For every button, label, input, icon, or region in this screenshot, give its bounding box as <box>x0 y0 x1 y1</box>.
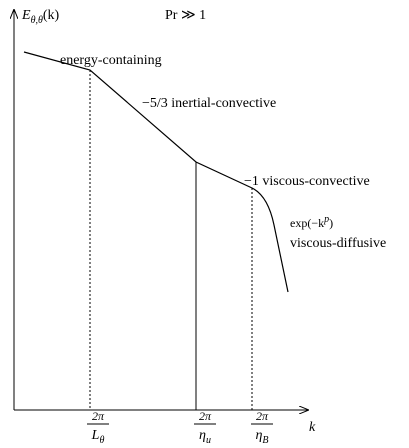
marker-denominator: ηu <box>199 428 211 446</box>
marker-symbol: η <box>199 428 206 443</box>
region-label: energy-containing <box>60 53 162 68</box>
marker-numerator: 2π <box>92 409 105 423</box>
marker-subscript: u <box>206 435 211 446</box>
marker-subscript: θ <box>99 435 104 446</box>
marker-symbol: L <box>91 428 100 443</box>
region-label: −5/3 inertial-convective <box>142 96 276 111</box>
marker-numerator: 2π <box>199 409 212 423</box>
region-formula: exp(−kp) <box>290 214 333 230</box>
marker-subscript: B <box>262 435 268 446</box>
x-axis-label: k <box>309 420 316 435</box>
region-label: viscous-diffusive <box>290 236 386 251</box>
marker-symbol: η <box>255 428 262 443</box>
marker-numerator: 2π <box>256 409 269 423</box>
title: Pr ≫ 1 <box>165 8 206 23</box>
y-axis-label: Eθ,θ(k) <box>21 8 60 26</box>
marker-denominator: ηB <box>255 428 268 446</box>
spectrum-curve <box>23 51 289 293</box>
marker-denominator: Lθ <box>91 428 105 446</box>
region-label: −1 viscous-convective <box>244 174 370 189</box>
